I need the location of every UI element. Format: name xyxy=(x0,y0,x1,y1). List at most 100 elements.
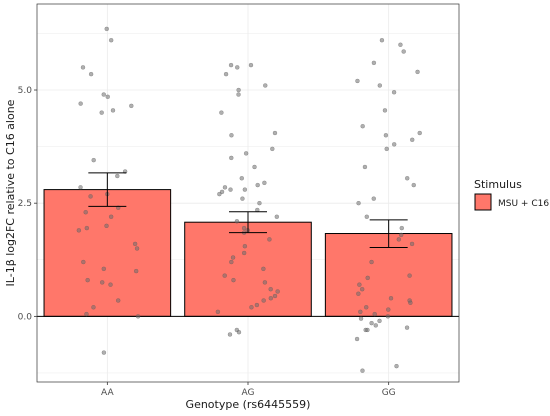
data-point xyxy=(371,60,377,66)
data-point xyxy=(377,83,382,88)
data-point xyxy=(236,330,242,335)
data-point xyxy=(76,228,82,233)
data-point xyxy=(242,187,248,192)
data-point xyxy=(115,173,120,179)
data-point xyxy=(408,300,413,305)
data-point xyxy=(415,69,420,75)
data-point xyxy=(235,65,240,70)
data-point xyxy=(133,268,139,274)
data-point xyxy=(101,266,107,272)
data-point xyxy=(405,176,410,181)
data-point xyxy=(384,146,389,152)
data-point xyxy=(357,282,362,287)
data-point xyxy=(229,259,234,265)
data-point xyxy=(385,314,391,319)
data-point xyxy=(84,311,89,317)
data-point xyxy=(229,155,234,161)
data-point xyxy=(372,311,377,317)
data-point xyxy=(84,225,90,231)
data-point xyxy=(275,289,280,294)
data-point xyxy=(104,26,109,32)
data-point xyxy=(101,92,106,97)
data-point xyxy=(116,298,121,303)
legend: Stimulus MSU + C16 xyxy=(474,178,549,211)
data-point xyxy=(391,90,397,95)
data-point xyxy=(104,223,109,229)
data-point xyxy=(382,108,388,113)
data-point xyxy=(274,214,280,219)
x-tick-label-AG: AG xyxy=(242,388,255,398)
data-point xyxy=(261,298,266,303)
data-point xyxy=(110,108,116,113)
data-point xyxy=(254,302,260,308)
data-point xyxy=(215,309,221,315)
data-point xyxy=(261,266,266,272)
data-point xyxy=(377,318,382,324)
x-tick-label-AA: AA xyxy=(101,388,114,398)
y-tick-label: 2.5 xyxy=(18,199,32,209)
data-point xyxy=(365,327,370,333)
data-point xyxy=(239,176,244,181)
data-point xyxy=(234,219,240,224)
data-point xyxy=(268,286,273,292)
y-tick-label: 0.0 xyxy=(18,312,33,322)
data-point xyxy=(407,273,412,278)
data-point xyxy=(222,273,227,278)
data-point xyxy=(108,214,114,219)
data-point xyxy=(396,237,402,242)
data-point xyxy=(219,110,224,115)
legend-title: Stimulus xyxy=(474,178,522,191)
legend-key xyxy=(474,193,492,211)
data-point xyxy=(241,225,247,231)
data-point xyxy=(364,305,369,310)
data-point xyxy=(249,305,254,310)
data-point xyxy=(252,164,257,170)
data-point xyxy=(105,94,110,100)
data-point xyxy=(78,185,83,190)
data-point xyxy=(241,250,247,256)
data-point xyxy=(132,241,138,247)
data-point xyxy=(369,320,374,326)
data-point xyxy=(227,332,233,337)
data-point xyxy=(354,336,360,342)
bar-AG xyxy=(184,221,312,317)
data-point xyxy=(248,62,254,68)
data-point xyxy=(356,200,361,206)
data-point xyxy=(108,38,114,43)
data-point xyxy=(231,277,236,283)
data-point xyxy=(129,103,134,109)
data-point xyxy=(364,214,369,219)
data-point xyxy=(108,282,113,287)
data-point xyxy=(135,314,141,319)
data-point xyxy=(411,182,416,188)
jitter-points xyxy=(76,26,422,373)
data-point xyxy=(272,293,278,299)
data-point xyxy=(410,137,415,143)
y-tick-label: 5.0 xyxy=(18,86,33,96)
data-point xyxy=(401,49,406,54)
data-point xyxy=(262,180,267,186)
data-point xyxy=(240,196,245,201)
data-point xyxy=(398,232,404,238)
data-point xyxy=(83,210,88,215)
data-point xyxy=(81,259,86,265)
y-axis-ticks: 0.0 2.5 5.0 xyxy=(18,86,37,322)
data-point xyxy=(243,151,249,156)
x-axis-ticks: AA AG GG xyxy=(101,382,396,398)
data-point xyxy=(270,146,275,152)
data-point xyxy=(383,133,389,138)
data-point xyxy=(417,130,422,136)
data-point xyxy=(267,237,272,242)
y-axis-title: IL-1β log2FC relative to C16 alone xyxy=(4,99,17,286)
data-point xyxy=(80,65,86,70)
legend-label: MSU + C16 xyxy=(498,199,549,209)
data-point xyxy=(228,62,234,68)
x-tick-label-GG: GG xyxy=(382,388,396,398)
data-point xyxy=(392,142,397,147)
data-point xyxy=(262,280,268,285)
data-point xyxy=(355,78,360,84)
data-point xyxy=(379,38,385,43)
data-point xyxy=(399,225,404,231)
data-point xyxy=(222,185,228,190)
